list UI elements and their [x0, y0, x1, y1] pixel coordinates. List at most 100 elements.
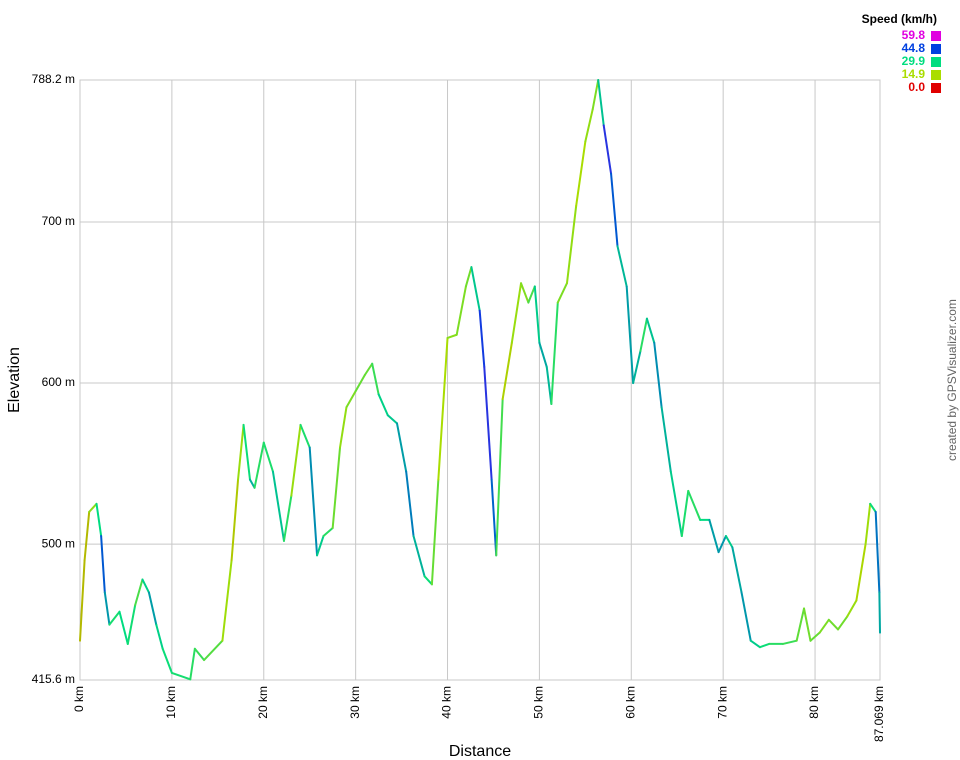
elevation-segment [625, 285, 635, 385]
elevation-segment [189, 647, 196, 681]
elevation-segment [423, 575, 433, 586]
elevation-segment [242, 423, 251, 481]
elevation-segment [147, 591, 158, 626]
elevation-segment [282, 494, 293, 542]
legend-swatch [931, 57, 941, 67]
elevation-segment [758, 642, 771, 649]
elevation-segment [781, 639, 798, 645]
elevation-segment [818, 618, 830, 634]
elevation-segment [253, 441, 265, 489]
elevation-segment [103, 591, 111, 626]
elevation-segment [478, 309, 486, 368]
elevation-segment [83, 510, 91, 562]
elevation-segment [520, 282, 530, 304]
elevation-segment [669, 470, 683, 538]
legend-swatch [931, 31, 941, 41]
x-tick-label: 87.069 km [872, 686, 886, 742]
elevation-segment [248, 478, 256, 489]
elevation-segment [645, 317, 656, 344]
legend-label: 0.0 [908, 80, 925, 94]
x-tick-label: 60 km [623, 686, 637, 719]
elevation-segment [602, 124, 613, 175]
elevation-segment [193, 647, 206, 662]
x-tick-label: 80 km [807, 686, 821, 719]
elevation-segment [616, 245, 628, 288]
x-tick-label: 50 km [532, 686, 546, 719]
elevation-segment [230, 478, 240, 562]
elevation-segment [837, 615, 849, 631]
legend-swatch [931, 44, 941, 54]
elevation-segment [126, 604, 137, 645]
elevation-segment [827, 618, 840, 631]
credit: created by GPSVisualizer.com [945, 299, 959, 461]
elevation-segment [339, 406, 348, 449]
x-tick-label: 40 km [440, 686, 454, 719]
elevation-segment [331, 446, 342, 529]
elevation-segment [446, 333, 458, 339]
elevation-segment [108, 610, 121, 626]
elevation-segment [556, 282, 568, 304]
elevation-segment [262, 441, 274, 473]
elevation-segment [510, 282, 523, 344]
elevation-segment [455, 285, 467, 336]
elevation-segment [610, 172, 619, 248]
elevation-segment [653, 341, 663, 409]
legend-label: 44.8 [902, 41, 926, 55]
elevation-segment [687, 489, 702, 521]
elevation-segment [708, 518, 720, 554]
elevation-segment [874, 510, 881, 594]
elevation-segment [740, 591, 752, 642]
elevation-segment [316, 535, 325, 557]
elevation-segment [430, 478, 440, 586]
elevation-segment [118, 610, 129, 645]
x-tick-label: 20 km [256, 686, 270, 719]
elevation-segment [864, 502, 872, 546]
elevation-segment [161, 647, 173, 674]
legend-label: 29.9 [902, 54, 926, 68]
y-tick-label: 788.2 m [32, 72, 75, 86]
elevation-segment [203, 639, 224, 662]
elevation-segment [639, 317, 648, 352]
elevation-segment [538, 341, 548, 368]
elevation-segment [591, 79, 600, 111]
elevation-segment [680, 489, 690, 538]
elevation-segment [490, 478, 498, 557]
elevation-segment [299, 423, 311, 449]
elevation-segment [632, 349, 642, 385]
legend-title: Speed (km/h) [862, 12, 937, 26]
x-tick-label: 0 km [72, 686, 86, 712]
elevation-segment [803, 607, 812, 642]
elevation-segment [731, 546, 743, 594]
elevation-segment [584, 108, 594, 143]
elevation-segment [79, 559, 86, 642]
y-tick-label: 415.6 m [32, 672, 75, 686]
y-tick-label: 600 m [42, 375, 75, 389]
elevation-segment [575, 140, 587, 207]
elevation-segment [322, 526, 334, 538]
legend-swatch [931, 70, 941, 80]
elevation-segment [271, 470, 285, 542]
elevation-segment [354, 374, 366, 393]
elevation-segment [470, 266, 481, 312]
y-axis-label: Elevation [6, 347, 23, 413]
x-tick-label: 10 km [164, 686, 178, 719]
y-tick-label: 500 m [42, 536, 75, 550]
elevation-segment [809, 631, 821, 642]
elevation-segment [345, 390, 357, 409]
elevation-segment [371, 362, 380, 396]
elevation-segment [855, 543, 867, 602]
elevation-segment [501, 341, 513, 401]
elevation-segment [290, 423, 302, 497]
elevation-segment [527, 285, 536, 304]
elevation-segment [717, 535, 727, 554]
y-tick-label: 700 m [42, 214, 75, 228]
elevation-segment [795, 607, 806, 642]
elevation-segment [565, 204, 578, 285]
elevation-segment [395, 422, 408, 473]
elevation-segment [100, 535, 106, 594]
elevation-segment [405, 470, 415, 538]
elevation-segment [550, 301, 559, 405]
legend-swatch [931, 83, 941, 93]
elevation-segment [533, 285, 541, 344]
